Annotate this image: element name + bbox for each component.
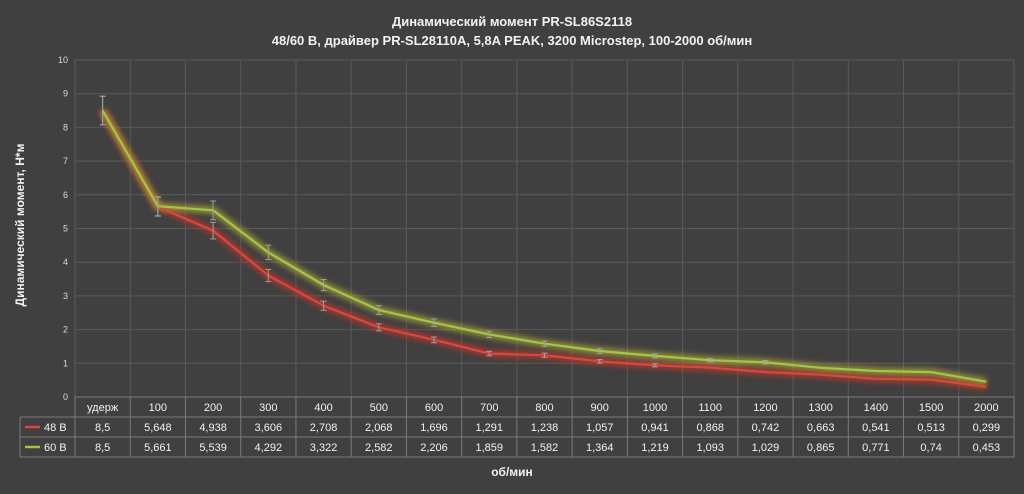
data-label: 1,029: [752, 442, 780, 454]
legend-label: 48 В: [44, 422, 67, 434]
data-label: 0,868: [696, 422, 724, 434]
chart-title: Динамический момент PR-SL86S2118: [391, 14, 633, 29]
y-tick-label: 9: [63, 89, 68, 99]
x-tick-label: 800: [535, 402, 553, 414]
data-label: 1,696: [420, 422, 448, 434]
data-label: 1,859: [475, 442, 503, 454]
data-label: 5,661: [144, 442, 172, 454]
data-label: 0,865: [807, 442, 835, 454]
x-tick-label: 1200: [753, 402, 777, 414]
x-tick-label: 200: [204, 402, 222, 414]
legend-label: 60 В: [44, 442, 67, 454]
x-tick-label: 1100: [698, 402, 722, 414]
data-label: 3,322: [310, 442, 338, 454]
data-label: 0,453: [973, 442, 1001, 454]
x-tick-label: 300: [259, 402, 277, 414]
data-label: 1,219: [641, 442, 669, 454]
x-tick-label: 1400: [864, 402, 888, 414]
x-tick-label: 900: [591, 402, 609, 414]
data-label: 1,364: [586, 442, 614, 454]
data-label: 2,582: [365, 442, 393, 454]
data-label: 5,648: [144, 422, 172, 434]
data-label: 0,299: [973, 422, 1001, 434]
y-tick-label: 7: [63, 156, 68, 166]
x-tick-label: 1300: [808, 402, 832, 414]
data-label: 0,541: [862, 422, 890, 434]
data-label: 0,513: [917, 422, 945, 434]
y-tick-label: 0: [63, 392, 68, 402]
data-label: 1,093: [696, 442, 724, 454]
y-tick-label: 6: [63, 190, 68, 200]
data-label: 4,292: [255, 442, 283, 454]
x-tick-label: 1500: [919, 402, 943, 414]
data-label: 0,742: [752, 422, 780, 434]
x-tick-label: 400: [314, 402, 332, 414]
x-tick-label: 700: [480, 402, 498, 414]
y-tick-label: 4: [63, 257, 68, 267]
data-label: 8,5: [95, 442, 110, 454]
data-label: 1,238: [531, 422, 559, 434]
x-tick-label: 500: [370, 402, 388, 414]
chart-subtitle: 48/60 В, драйвер PR-SL28110A, 5,8A PEAK,…: [271, 33, 753, 48]
x-tick-label: 2000: [974, 402, 998, 414]
y-tick-label: 10: [58, 55, 68, 65]
data-label: 2,708: [310, 422, 338, 434]
data-label: 4,938: [199, 422, 227, 434]
y-tick-label: 1: [63, 358, 68, 368]
x-tick-label: 1000: [643, 402, 667, 414]
data-label: 1,582: [531, 442, 559, 454]
data-label: 0,771: [862, 442, 890, 454]
x-axis-label: об/мин: [491, 465, 533, 479]
x-tick-label: 600: [425, 402, 443, 414]
data-label: 8,5: [95, 422, 110, 434]
y-tick-label: 3: [63, 291, 68, 301]
y-tick-label: 8: [63, 122, 68, 132]
data-label: 1,291: [475, 422, 503, 434]
x-tick-label: 100: [149, 402, 167, 414]
data-label: 2,068: [365, 422, 393, 434]
y-tick-label: 2: [63, 325, 68, 335]
y-tick-label: 5: [63, 224, 68, 234]
data-label: 2,206: [420, 442, 448, 454]
data-label: 0,74: [920, 442, 941, 454]
data-label: 0,663: [807, 422, 835, 434]
data-label: 1,057: [586, 422, 614, 434]
data-label: 3,606: [255, 422, 283, 434]
data-label: 5,539: [199, 442, 227, 454]
data-label: 0,941: [641, 422, 669, 434]
x-tick-label: удерж: [87, 402, 119, 414]
